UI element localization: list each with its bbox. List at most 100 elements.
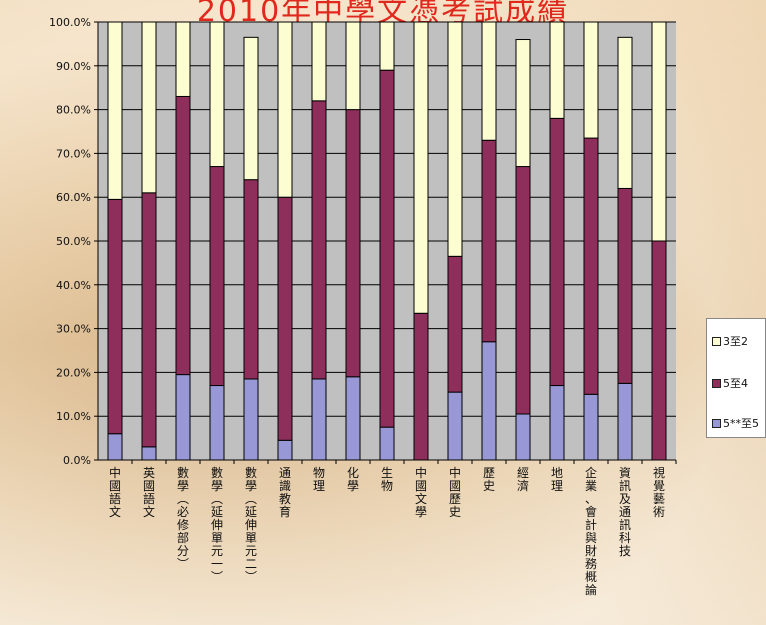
bar-segment-series-0 [447,391,463,461]
x-tick-label-char: 部 [177,530,189,545]
bar-segment-series-1 [379,69,395,428]
x-tick-label-char: 術 [653,505,665,519]
y-tick-label: 90.0% [56,60,91,73]
bar-segment-series-2 [243,36,259,181]
x-tick-label-char: 物 [381,479,393,493]
x-tick-label-char: 史 [449,505,461,519]
x-tick-label-char: 元 [245,544,257,558]
bar-segment-series-2 [107,21,123,200]
y-tick-label: 10.0% [56,410,91,423]
y-tick-label: 0.0% [63,454,91,467]
x-tick-label-char: 技 [619,544,631,558]
bar-segment-series-2 [481,21,497,141]
x-tick-label-char: 資 [619,466,631,480]
bar-segment-series-1 [141,192,157,448]
x-tick-label-char: ︶ [245,570,257,584]
x-tick-label-char: 學 [245,479,257,493]
x-tick-label-char: 經 [517,466,529,480]
x-tick-label-char: 及 [619,492,631,506]
x-tick-label-char: 國 [449,479,461,493]
x-tick-label-char: ︵ [245,492,257,506]
bar-segment-series-0 [617,382,633,461]
x-tick-label-char: 論 [585,582,597,597]
bar-segment-series-0 [107,433,123,461]
x-tick-label-char: 修 [177,517,189,532]
x-tick-label-char: 文 [415,491,427,506]
bar-segment-series-0 [175,374,191,461]
bar-segment-series-0 [345,376,361,461]
x-tick-label-char: 務 [585,557,597,571]
bar-segment-series-1 [515,166,531,415]
x-tick-label-char: 業 [585,479,597,493]
bar-segment-series-2 [345,21,361,111]
x-tick-label-char: 通 [619,505,631,519]
x-tick-label-char: 單 [211,531,223,545]
bar-segment-series-1 [277,196,293,441]
y-tick-label: 20.0% [56,366,91,379]
x-tick-label-char: 語 [143,491,155,506]
x-tick-label-char: 會 [585,505,597,519]
bar-segment-series-1 [481,139,497,343]
x-tick-label-char: 二 [245,557,257,571]
x-tick-label-char: 伸 [211,518,223,532]
legend-swatch-5-4 [712,378,721,388]
x-tick-label-char: 理 [551,479,563,493]
x-tick-label-char: 教 [279,491,291,506]
bar-segment-series-1 [583,137,599,395]
y-tick-label: 60.0% [56,191,91,204]
x-tick-label-char: 育 [279,504,291,519]
x-tick-label-char: 覺 [653,479,665,493]
bar-segment-series-2 [175,21,191,97]
x-tick-label-char: 中 [415,465,427,480]
bar-segment-series-2 [277,21,293,198]
bar-segment-series-1 [175,95,191,376]
y-tick-label: 50.0% [56,235,91,248]
bar-segment-series-2 [141,21,157,194]
x-tick-label-char: 英 [143,466,155,480]
x-tick-label-char: 訊 [619,478,631,493]
bar-segment-series-0 [311,378,327,461]
legend-item-3-2: 3至2 [712,333,748,349]
x-tick-label-char: 藝 [653,492,665,506]
bar-segment-series-2 [651,21,667,242]
bar-segment-series-1 [413,312,429,461]
x-tick-label-char: 生 [381,466,393,480]
x-tick-label-char: 地 [551,466,563,480]
bar-segment-series-0 [243,378,259,461]
x-tick-label-char: 文 [109,504,121,519]
bar-segment-series-0 [515,413,531,461]
bar-segment-series-1 [311,100,327,380]
x-tick-label-char: 濟 [517,478,529,493]
bar-segment-series-2 [209,21,225,168]
x-tick-label-char: 國 [109,479,121,493]
x-tick-label-char: 與 [585,531,597,545]
x-tick-label-char: 史 [483,479,495,493]
bar-segment-series-1 [209,166,225,387]
x-tick-label-char: 歷 [449,492,461,506]
x-tick-label-char: ︵ [177,492,189,506]
x-tick-label-char: 伸 [245,518,257,532]
x-tick-label-char: 財 [585,543,597,558]
x-tick-label-char: 學 [177,479,189,493]
x-tick-label-char: 識 [279,479,291,493]
x-tick-label-char: 中 [109,465,121,480]
bar-segment-series-1 [651,240,667,461]
x-tick-label-char: 語 [109,491,121,506]
bar-segment-series-0 [209,385,225,461]
x-tick-label-char: 單 [245,531,257,545]
legend-label-3-2: 3至2 [723,335,748,348]
x-tick-label-char: 文 [143,504,155,519]
bar-segment-series-1 [243,179,259,380]
bar-segment-series-1 [617,187,633,384]
bar-segment-series-1 [107,198,123,435]
bar-segment-series-1 [447,255,463,393]
x-tick-label-char: 學 [211,479,223,493]
x-tick-label-char: 分 [177,544,189,558]
x-tick-label-char: 學 [347,479,359,493]
bar-segment-series-0 [481,341,497,461]
x-tick-label-char: 國 [143,479,155,493]
x-tick-label-char: 企 [585,465,597,480]
bar-segment-series-2 [379,21,395,71]
legend-swatch-3-2 [712,336,721,346]
bar-segment-series-0 [549,385,565,461]
